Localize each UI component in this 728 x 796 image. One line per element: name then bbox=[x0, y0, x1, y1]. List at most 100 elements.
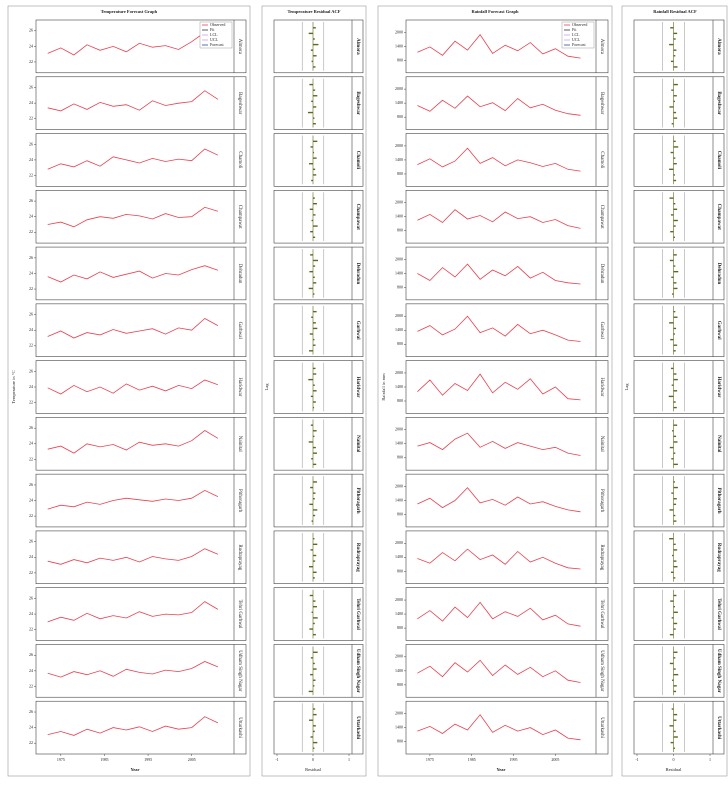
legend-label: Observed bbox=[572, 22, 587, 27]
x-tick-label: 1985 bbox=[468, 757, 476, 762]
station-name: Pithoragarh bbox=[599, 489, 604, 513]
chart-frame bbox=[621, 5, 728, 777]
observed-line bbox=[47, 31, 219, 56]
y-tick-label: 1400 bbox=[395, 611, 403, 616]
y-tick-label: 2000 bbox=[395, 370, 403, 375]
panel-frame bbox=[633, 19, 725, 74]
x-tick-label: 0 bbox=[312, 757, 314, 762]
y-tick-label: 24 bbox=[29, 441, 33, 446]
x-tick-label: 1975 bbox=[426, 757, 434, 762]
y-tick-label: 2000 bbox=[395, 313, 403, 318]
panel-frame bbox=[633, 190, 725, 244]
y-tick-label: 1400 bbox=[395, 725, 403, 730]
panel-frame bbox=[633, 133, 725, 187]
y-tick-label: 800 bbox=[397, 625, 403, 630]
panel-frame bbox=[633, 76, 725, 130]
y-tick-label: 24 bbox=[29, 384, 33, 389]
observed-line bbox=[417, 95, 581, 116]
panel-frame bbox=[35, 133, 247, 187]
panel-frame bbox=[633, 303, 725, 357]
x-tick-label: 1 bbox=[709, 757, 711, 762]
y-tick-label: 1400 bbox=[395, 270, 403, 275]
y-tick-label: 26 bbox=[29, 652, 33, 657]
chart-title: Rainfall Forecast Graph bbox=[472, 9, 519, 14]
observed-line bbox=[417, 432, 581, 456]
x-axis-label: Year bbox=[131, 767, 140, 772]
station-name: Champawat bbox=[355, 204, 360, 230]
observed-line bbox=[47, 716, 219, 736]
station-name: Garhwal bbox=[599, 322, 604, 340]
station-name: Almora bbox=[599, 39, 604, 55]
observed-line bbox=[47, 548, 219, 565]
panel-frame bbox=[35, 303, 247, 357]
observed-line bbox=[417, 147, 581, 172]
x-tick-label: 2005 bbox=[551, 757, 559, 762]
y-tick-label: 22 bbox=[29, 172, 33, 177]
station-name: Nainital bbox=[599, 436, 604, 453]
station-name: Pithoragarh bbox=[355, 487, 360, 513]
panel-frame bbox=[633, 587, 725, 641]
y-tick-label: 22 bbox=[29, 400, 33, 405]
station-name: Almora bbox=[716, 38, 721, 55]
panel-frame bbox=[35, 587, 247, 641]
y-tick-label: 24 bbox=[29, 100, 33, 105]
station-name: Almora bbox=[355, 38, 360, 55]
station-name: Haridwar bbox=[355, 376, 360, 398]
observed-line bbox=[47, 661, 219, 678]
station-name: Chamoli bbox=[599, 151, 604, 169]
observed-line bbox=[417, 548, 581, 570]
y-tick-label: 26 bbox=[29, 255, 33, 260]
y-tick-label: 22 bbox=[29, 456, 33, 461]
y-tick-label: 2000 bbox=[395, 143, 403, 148]
station-name: Nainital bbox=[716, 435, 721, 453]
chart-title: Temperature Forecast Graph bbox=[101, 9, 158, 14]
panel-frame bbox=[273, 473, 364, 528]
panel-frame bbox=[273, 246, 364, 301]
observed-line bbox=[417, 714, 581, 741]
station-name: Uttarkashi bbox=[355, 716, 360, 740]
station-name: Rudraprayag bbox=[237, 544, 242, 570]
station-name: Nainital bbox=[355, 435, 360, 453]
y-tick-label: 1400 bbox=[395, 668, 403, 673]
panel-frame bbox=[405, 473, 609, 528]
legend-label: UCL bbox=[210, 37, 219, 42]
y-tick-label: 1400 bbox=[395, 157, 403, 162]
chart-title: Rainfall Residual ACF bbox=[653, 9, 697, 14]
observed-line bbox=[47, 318, 219, 339]
station-name: Almora bbox=[237, 39, 242, 55]
station-name: Pithoragarh bbox=[237, 489, 242, 513]
panel-frame bbox=[405, 587, 609, 641]
y-tick-label: 24 bbox=[29, 157, 33, 162]
station-name: Bageshwar bbox=[716, 91, 721, 115]
x-tick-label: 1975 bbox=[57, 757, 65, 762]
station-name: Haridwar bbox=[237, 378, 242, 397]
station-name: Dehradun bbox=[599, 264, 604, 284]
station-name: Rudraprayag bbox=[599, 544, 604, 570]
x-axis-label: Year bbox=[497, 767, 506, 772]
legend-label: Observed bbox=[210, 22, 225, 27]
station-name: Tehri Garhwal bbox=[237, 600, 242, 630]
y-tick-label: 2000 bbox=[395, 483, 403, 488]
station-name: Haridwar bbox=[599, 378, 604, 397]
y-tick-label: 800 bbox=[397, 511, 403, 516]
legend-label: Fit bbox=[572, 27, 577, 32]
station-name: Bageshwar bbox=[599, 92, 604, 115]
y-tick-label: 800 bbox=[397, 398, 403, 403]
panel-frame bbox=[633, 644, 725, 698]
observed-line bbox=[47, 430, 219, 454]
panel-frame bbox=[273, 133, 364, 187]
chart-frame bbox=[7, 5, 251, 777]
y-tick-label: 26 bbox=[29, 141, 33, 146]
y-tick-label: 22 bbox=[29, 59, 33, 64]
legend-label: Forecast bbox=[572, 42, 586, 47]
x-tick-label: -1 bbox=[275, 757, 278, 762]
y-tick-label: 2000 bbox=[395, 256, 403, 261]
y-tick-label: 800 bbox=[397, 568, 403, 573]
y-tick-label: 1400 bbox=[395, 497, 403, 502]
station-name: Udham Singh Nagar bbox=[237, 650, 242, 691]
panel-frame bbox=[273, 700, 364, 755]
y-tick-label: 26 bbox=[29, 482, 33, 487]
observed-line bbox=[417, 659, 581, 683]
y-axis-label: Lag bbox=[264, 383, 269, 391]
station-name: Rudraprayag bbox=[716, 543, 721, 572]
